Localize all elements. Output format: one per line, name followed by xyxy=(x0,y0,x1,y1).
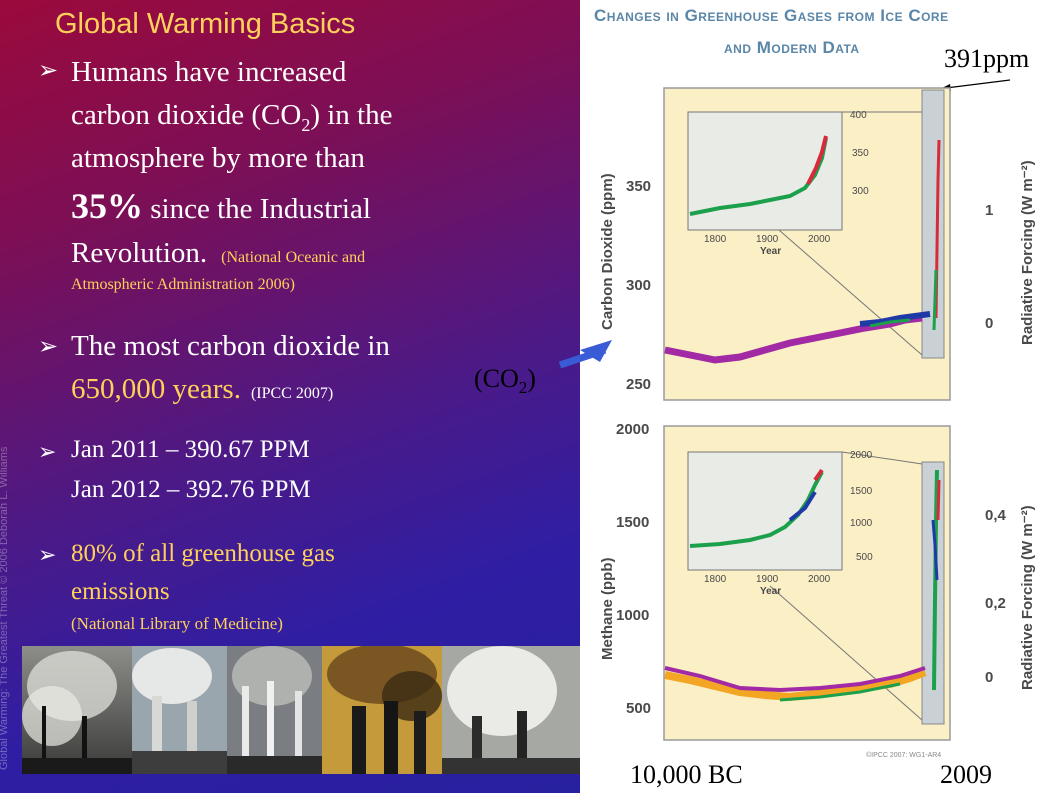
svg-text:1500: 1500 xyxy=(850,486,873,497)
svg-text:1900: 1900 xyxy=(756,234,779,245)
co2-y-axis-label: Carbon Dioxide (ppm) xyxy=(599,173,616,330)
co2-label: (CO2) xyxy=(474,364,536,398)
svg-text:0: 0 xyxy=(985,669,993,686)
figure-title-line1: Changes in Greenhouse Gases from Ice Cor… xyxy=(594,6,949,25)
svg-text:1800: 1800 xyxy=(704,574,727,585)
co2-axis-ticks: 250 300 350 0 1 xyxy=(626,178,993,393)
svg-text:2000: 2000 xyxy=(616,421,649,438)
svg-text:350: 350 xyxy=(626,178,651,195)
bullet2-line1: The most carbon dioxide in xyxy=(71,330,390,362)
bullet3-line2: Jan 2012 – 392.76 PPM xyxy=(71,476,311,503)
bullet-arrow-icon: ➢ xyxy=(38,543,57,568)
svg-text:500: 500 xyxy=(626,700,651,717)
bullet4-line2: emissions xyxy=(71,578,170,605)
smokestack-photo xyxy=(227,646,322,774)
svg-text:Year: Year xyxy=(760,246,781,257)
slide-title: Global Warming Basics xyxy=(55,8,356,40)
x-start-label: 10,000 BC xyxy=(630,760,743,789)
bullet2-line2: 650,000 years. (IPCC 2007) xyxy=(71,373,334,405)
svg-text:350: 350 xyxy=(852,148,869,159)
smokestack-photo xyxy=(322,646,442,774)
methane-inset xyxy=(687,451,843,571)
svg-text:2000: 2000 xyxy=(808,574,831,585)
smokestack-photo xyxy=(132,646,227,774)
svg-text:0,4: 0,4 xyxy=(985,507,1007,524)
ppm-arrow xyxy=(945,79,1011,89)
bullet-arrow-icon: ➢ xyxy=(38,440,57,465)
bullet1-citation: Atmospheric Administration 2006) xyxy=(71,276,295,293)
x-end-label: 2009 xyxy=(940,760,992,789)
svg-text:1500: 1500 xyxy=(616,514,649,531)
pointer-arrow-shaft xyxy=(558,346,607,369)
methane-y-axis-label: Methane (ppb) xyxy=(599,558,616,661)
svg-text:2000: 2000 xyxy=(850,450,873,461)
bullet1-line5: Revolution. (National Oceanic and xyxy=(71,237,366,269)
co2-ice-core-series xyxy=(664,139,941,364)
figure-title-line2: and Modern Data xyxy=(724,38,860,57)
co2-inset-ticks: 400 350 300 1800 1900 2000 Year xyxy=(704,110,869,257)
bullet1-line4: 35% since the Industrial xyxy=(71,186,371,226)
bullet4-citation: (National Library of Medicine) xyxy=(71,614,283,633)
svg-text:1000: 1000 xyxy=(616,607,649,624)
svg-text:2000: 2000 xyxy=(808,234,831,245)
bullet-arrow-icon: ➢ xyxy=(38,332,59,360)
svg-text:300: 300 xyxy=(852,186,869,197)
bullet1-line1: Humans have increased xyxy=(71,56,347,88)
co2-right-axis-label: Radiative Forcing (W m⁻²) xyxy=(1019,160,1036,345)
co2-inset xyxy=(687,111,843,231)
figure-credit: ©IPCC 2007: WG1-AR4 xyxy=(866,751,941,759)
methane-zoom-line xyxy=(769,585,923,721)
smokestack-photo xyxy=(22,646,132,774)
svg-text:500: 500 xyxy=(856,552,873,563)
svg-text:1: 1 xyxy=(985,202,993,219)
methane-inset-recent-series xyxy=(813,468,824,482)
ppm-label: 391ppm xyxy=(944,44,1030,73)
methane-right-axis-label: Radiative Forcing (W m⁻²) xyxy=(1019,505,1036,690)
co2-inset-modern-series xyxy=(806,135,828,185)
bullet4-line1: 80% of all greenhouse gas xyxy=(71,540,335,567)
smokestacks-photo-strip xyxy=(22,646,580,774)
svg-text:Year: Year xyxy=(760,586,781,597)
svg-text:0,2: 0,2 xyxy=(985,595,1006,612)
bullet1-line3: atmosphere by more than xyxy=(71,142,365,174)
svg-text:1000: 1000 xyxy=(850,518,873,529)
methane-axis-ticks: 500 1000 1500 2000 0 0,2 0,4 xyxy=(616,421,1007,717)
bullet3-line1: Jan 2011 – 390.67 PPM xyxy=(71,436,310,463)
methane-zoom-band xyxy=(921,461,945,725)
svg-text:300: 300 xyxy=(626,277,651,294)
methane-inset-series xyxy=(689,471,824,548)
smokestack-photo xyxy=(442,646,580,774)
svg-text:400: 400 xyxy=(850,110,867,121)
methane-zoom-line xyxy=(841,451,923,465)
bullet1-line2: carbon dioxide (CO2) in the xyxy=(71,99,393,135)
methane-inset-ticks: 2000 1500 1000 500 1800 1900 2000 Year xyxy=(704,450,873,597)
svg-text:0: 0 xyxy=(985,315,993,332)
svg-text:1800: 1800 xyxy=(704,234,727,245)
svg-text:1900: 1900 xyxy=(756,574,779,585)
bullet-arrow-icon: ➢ xyxy=(38,56,59,84)
methane-ice-core-series xyxy=(664,469,941,702)
slide-panel: Global Warming Basics Global Warming: Th… xyxy=(0,0,580,793)
methane-inset-modern-series xyxy=(788,490,817,522)
co2-zoom-line xyxy=(778,229,923,356)
svg-text:250: 250 xyxy=(626,376,651,393)
